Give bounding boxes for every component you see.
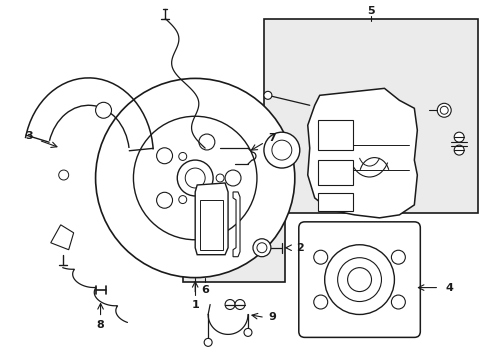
Circle shape [224, 300, 235, 310]
Bar [317, 193, 352, 211]
Polygon shape [307, 88, 416, 218]
Circle shape [95, 102, 111, 118]
Circle shape [436, 103, 450, 117]
Circle shape [133, 116, 256, 240]
Circle shape [264, 91, 271, 99]
Polygon shape [233, 192, 240, 257]
Circle shape [453, 145, 463, 155]
Circle shape [313, 295, 327, 309]
Text: 1: 1 [191, 300, 199, 310]
Bar [183, 178, 285, 282]
Circle shape [271, 140, 291, 160]
Circle shape [390, 295, 405, 309]
Circle shape [177, 160, 213, 196]
FancyBboxPatch shape [298, 222, 420, 337]
Text: 6: 6 [201, 284, 209, 294]
Circle shape [179, 195, 186, 203]
Circle shape [264, 132, 299, 168]
Polygon shape [51, 225, 74, 250]
Circle shape [337, 258, 381, 302]
Text: 9: 9 [267, 312, 275, 323]
Bar [317, 120, 352, 150]
Circle shape [95, 78, 294, 278]
Circle shape [216, 174, 224, 182]
Circle shape [224, 170, 241, 186]
Circle shape [347, 268, 371, 292]
Polygon shape [195, 183, 227, 255]
Circle shape [199, 134, 214, 150]
Circle shape [156, 148, 172, 164]
Text: 3: 3 [25, 131, 33, 141]
Bar [264, 19, 477, 213]
Circle shape [179, 152, 186, 161]
Circle shape [390, 250, 405, 264]
Circle shape [235, 300, 244, 310]
Text: 8: 8 [97, 320, 104, 330]
Bar [317, 160, 352, 185]
Circle shape [313, 250, 327, 264]
Circle shape [256, 243, 266, 253]
Circle shape [185, 168, 205, 188]
Circle shape [453, 132, 463, 142]
Circle shape [244, 328, 251, 336]
Circle shape [156, 192, 172, 208]
Bar [200, 200, 223, 250]
Circle shape [324, 245, 394, 315]
Text: 2: 2 [295, 243, 303, 253]
Circle shape [203, 338, 212, 346]
Circle shape [252, 239, 270, 257]
Text: 4: 4 [445, 283, 452, 293]
Text: 5: 5 [366, 6, 373, 15]
Circle shape [199, 206, 214, 222]
Circle shape [439, 106, 447, 114]
Text: 7: 7 [267, 133, 275, 143]
Circle shape [59, 170, 68, 180]
